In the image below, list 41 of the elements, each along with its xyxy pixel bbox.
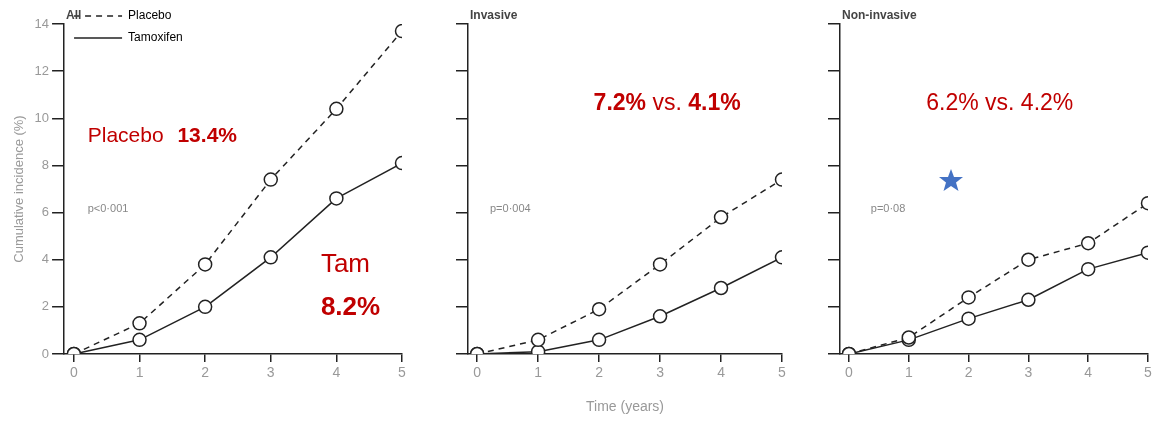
annotation: 7.2% vs. 4.1% — [593, 88, 741, 115]
y-tick-label: 10 — [34, 109, 50, 125]
chart-title: Non-invasive — [842, 8, 918, 23]
chart-title: Invasive — [470, 8, 518, 23]
x-tick-label: 4 — [717, 364, 726, 381]
x-tick-label: 3 — [1024, 364, 1033, 381]
y-tick-label: 4 — [41, 251, 50, 267]
x-tick-label: 3 — [656, 364, 665, 381]
y-tick-label: 0 — [41, 345, 50, 361]
legend-label: Tamoxifen — [128, 30, 183, 45]
x-tick-label: 1 — [534, 364, 543, 381]
y-axis-title: Cumulative incidence (%) — [11, 115, 27, 263]
x-tick-label: 0 — [70, 364, 78, 381]
annotation: Placebo 13.4% — [87, 123, 238, 146]
annotation: 8.2% — [320, 290, 381, 321]
x-axis-title: Time (years) — [585, 398, 665, 415]
x-tick-label: 1 — [904, 364, 913, 381]
chart-title: All — [66, 8, 82, 23]
x-tick-label: 3 — [266, 364, 275, 381]
annotation: p=0·08 — [870, 201, 906, 214]
annotation: p<0·001 — [87, 201, 129, 214]
y-tick-label: 2 — [41, 298, 50, 314]
x-tick-label: 5 — [398, 364, 407, 381]
x-tick-label: 2 — [201, 364, 210, 381]
x-tick-label: 1 — [135, 364, 144, 381]
x-tick-label: 0 — [473, 364, 482, 381]
y-tick-label: 12 — [34, 62, 50, 78]
x-tick-label: 2 — [964, 364, 973, 381]
x-tick-label: 5 — [1144, 364, 1153, 381]
x-tick-label: 2 — [595, 364, 604, 381]
annotation: p=0·004 — [489, 201, 531, 214]
x-tick-label: 4 — [332, 364, 341, 381]
x-tick-label: 5 — [778, 364, 787, 381]
annotation: 6.2% vs. 4.2% — [926, 88, 1074, 115]
y-tick-label: 8 — [41, 157, 50, 173]
annotation: Tam — [320, 248, 371, 279]
legend-label: Placebo — [128, 8, 172, 23]
x-tick-label: 4 — [1084, 364, 1093, 381]
x-tick-label: 0 — [845, 364, 854, 381]
y-tick-label: 6 — [41, 204, 50, 220]
y-tick-label: 14 — [34, 15, 50, 31]
